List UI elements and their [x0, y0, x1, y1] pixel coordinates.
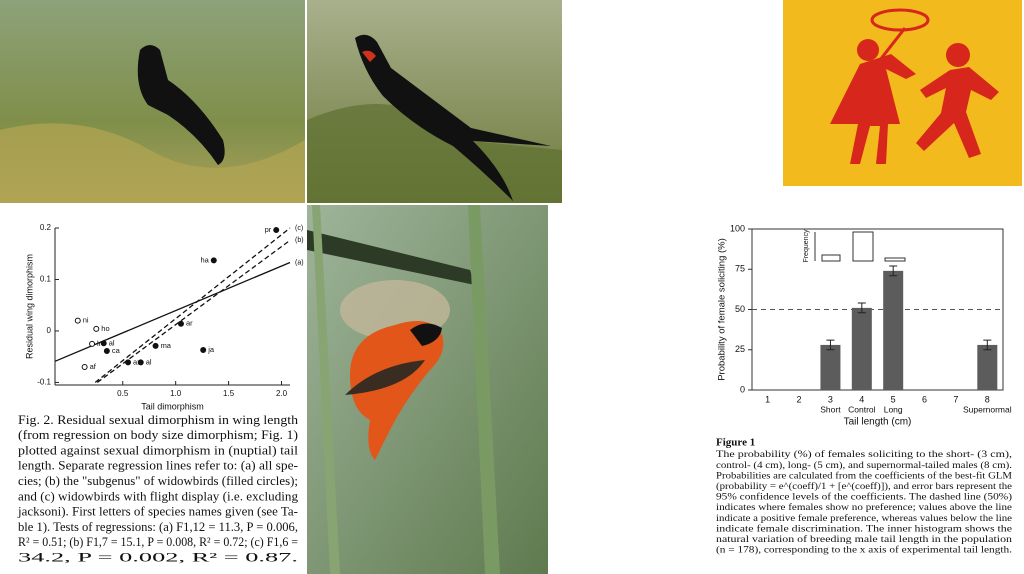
x-sub-label: Control	[848, 404, 876, 414]
y-tick-label: 25	[735, 344, 745, 354]
y-tick-label: 0.2	[40, 223, 52, 232]
x-axis-label: Tail length (cm)	[844, 417, 912, 428]
x-sub-label: Long	[884, 404, 903, 414]
bar-caption-line: Probabilities are calculated from the co…	[716, 470, 1013, 481]
x-tick-label: 1.0	[170, 389, 182, 398]
scatter-caption-line: jacksoni). First letters of species name…	[17, 505, 298, 519]
point-label: ho	[101, 324, 109, 333]
y-tick-label: -0.1	[37, 378, 51, 387]
x-tick-label: 7	[953, 394, 958, 404]
x-tick-label: 2.0	[276, 389, 288, 398]
point-label: al	[109, 338, 115, 347]
point	[74, 317, 81, 324]
bar-caption-line: natural variation of breeding male tail …	[716, 534, 1012, 545]
bar-caption-line: indicate female discrimination. The inne…	[716, 523, 1012, 534]
point-label: ca	[112, 346, 121, 355]
point	[273, 227, 280, 234]
bar-caption-line: (probability = e^(coeff)/1 + [e^(coeff)]…	[716, 481, 1012, 492]
point	[93, 325, 100, 332]
icon-chase	[783, 0, 1022, 186]
bar	[977, 344, 998, 390]
x-tick-label: 6	[922, 394, 927, 404]
y-tick-label: 75	[735, 264, 745, 274]
bar-caption-line: indicate a positive female preference, w…	[716, 513, 1012, 524]
point	[137, 359, 144, 366]
scatter-caption-line: length. Separate regression lines refer …	[18, 459, 298, 473]
scatter-caption-line: plotted against sexual dimorphism in (nu…	[18, 443, 299, 457]
point-label: ar	[186, 319, 193, 328]
error-bar	[826, 339, 835, 351]
error-bar	[889, 265, 898, 277]
scatter-caption-line: cies; (b) the "subgenus" of widowbirds (…	[18, 474, 298, 488]
scatter-caption-line: and (c) widowbirds with flight display (…	[18, 489, 298, 503]
x-tick-label: 0.5	[117, 389, 129, 398]
bar-caption-line: (n = 178), corresponding to the x axis o…	[716, 545, 1012, 556]
regression-line	[54, 261, 291, 362]
line-label: (b)	[295, 237, 304, 244]
point-label: ja	[207, 345, 215, 354]
point	[103, 348, 110, 355]
photo-widowbird-grass	[0, 0, 305, 203]
point-label: ni	[83, 316, 89, 325]
bar-caption-title: Figure 1	[716, 437, 755, 449]
y-axis-label: Probability of female soliciting (%)	[717, 238, 728, 381]
x-tick-label: 1	[765, 394, 770, 404]
x-sub-label: Short	[820, 404, 841, 414]
bar-caption-line: 95% confidence levels of the coefficient…	[716, 492, 1012, 503]
point	[200, 346, 207, 353]
bar	[820, 344, 841, 390]
x-tick-label: 4	[859, 394, 864, 404]
point	[210, 257, 217, 264]
point	[100, 340, 107, 347]
point-label: af	[90, 362, 97, 371]
y-tick-label: 0	[47, 326, 52, 335]
error-bar	[857, 302, 866, 314]
bar	[851, 307, 872, 390]
scatter-caption-line: Fig. 2. Residual sexual dimorphism in wi…	[18, 413, 298, 427]
y-tick-label: 100	[730, 223, 745, 233]
x-tick-label: 2	[797, 394, 802, 404]
point	[125, 359, 132, 366]
bar-caption-line: indicates where females show no preferen…	[716, 502, 1012, 513]
point-label: al	[146, 357, 152, 366]
bar-caption-line: control- (4 cm), long- (5 cm), and super…	[716, 460, 1012, 471]
x-tick-label: 3	[828, 394, 833, 404]
y-tick-label: 50	[735, 304, 745, 314]
x-tick-label: 1.5	[223, 389, 235, 398]
inset-label: Frequency	[803, 229, 810, 263]
scatter-caption-line: ble 1). Tests of regressions: (a) F1,12 …	[18, 520, 298, 534]
inset-histogram	[814, 231, 906, 262]
line-label: (c)	[295, 225, 303, 232]
line-label: (a)	[295, 259, 304, 266]
point	[152, 342, 159, 349]
point	[81, 363, 88, 370]
regression-line	[94, 227, 291, 383]
scatter-caption-line: 34.2, P = 0.002, R² = 0.87.	[18, 551, 298, 565]
x-tick-label: 5	[891, 394, 896, 404]
point-label: ma	[161, 341, 172, 350]
x-sub-label: Supernormal	[963, 404, 1012, 414]
photo-widowbird-perched	[307, 0, 562, 203]
x-tick-label: 8	[985, 394, 990, 404]
scatter-caption-line: (from regression on body size dimorphism…	[18, 428, 298, 442]
photo-bishop-bird	[307, 205, 548, 574]
error-bar	[983, 339, 992, 351]
point	[89, 340, 96, 347]
bar-caption-line: The probability (%) of females solicitin…	[716, 449, 1012, 460]
point-label: ax	[133, 357, 141, 366]
point-label: pr	[265, 225, 272, 234]
y-tick-label: 0	[740, 384, 745, 394]
scatter-caption-line: R² = 0.51; (b) F1,7 = 15.1, P = 0.008, R…	[18, 535, 298, 549]
x-axis-label: Tail dimorphism	[141, 401, 204, 411]
y-axis-label: Residual wing dimorphism	[24, 254, 34, 359]
point-label: lr	[97, 339, 102, 348]
y-tick-label: 0.1	[40, 275, 52, 284]
point	[177, 320, 184, 327]
bar	[883, 270, 904, 390]
point-label: ha	[200, 255, 209, 264]
